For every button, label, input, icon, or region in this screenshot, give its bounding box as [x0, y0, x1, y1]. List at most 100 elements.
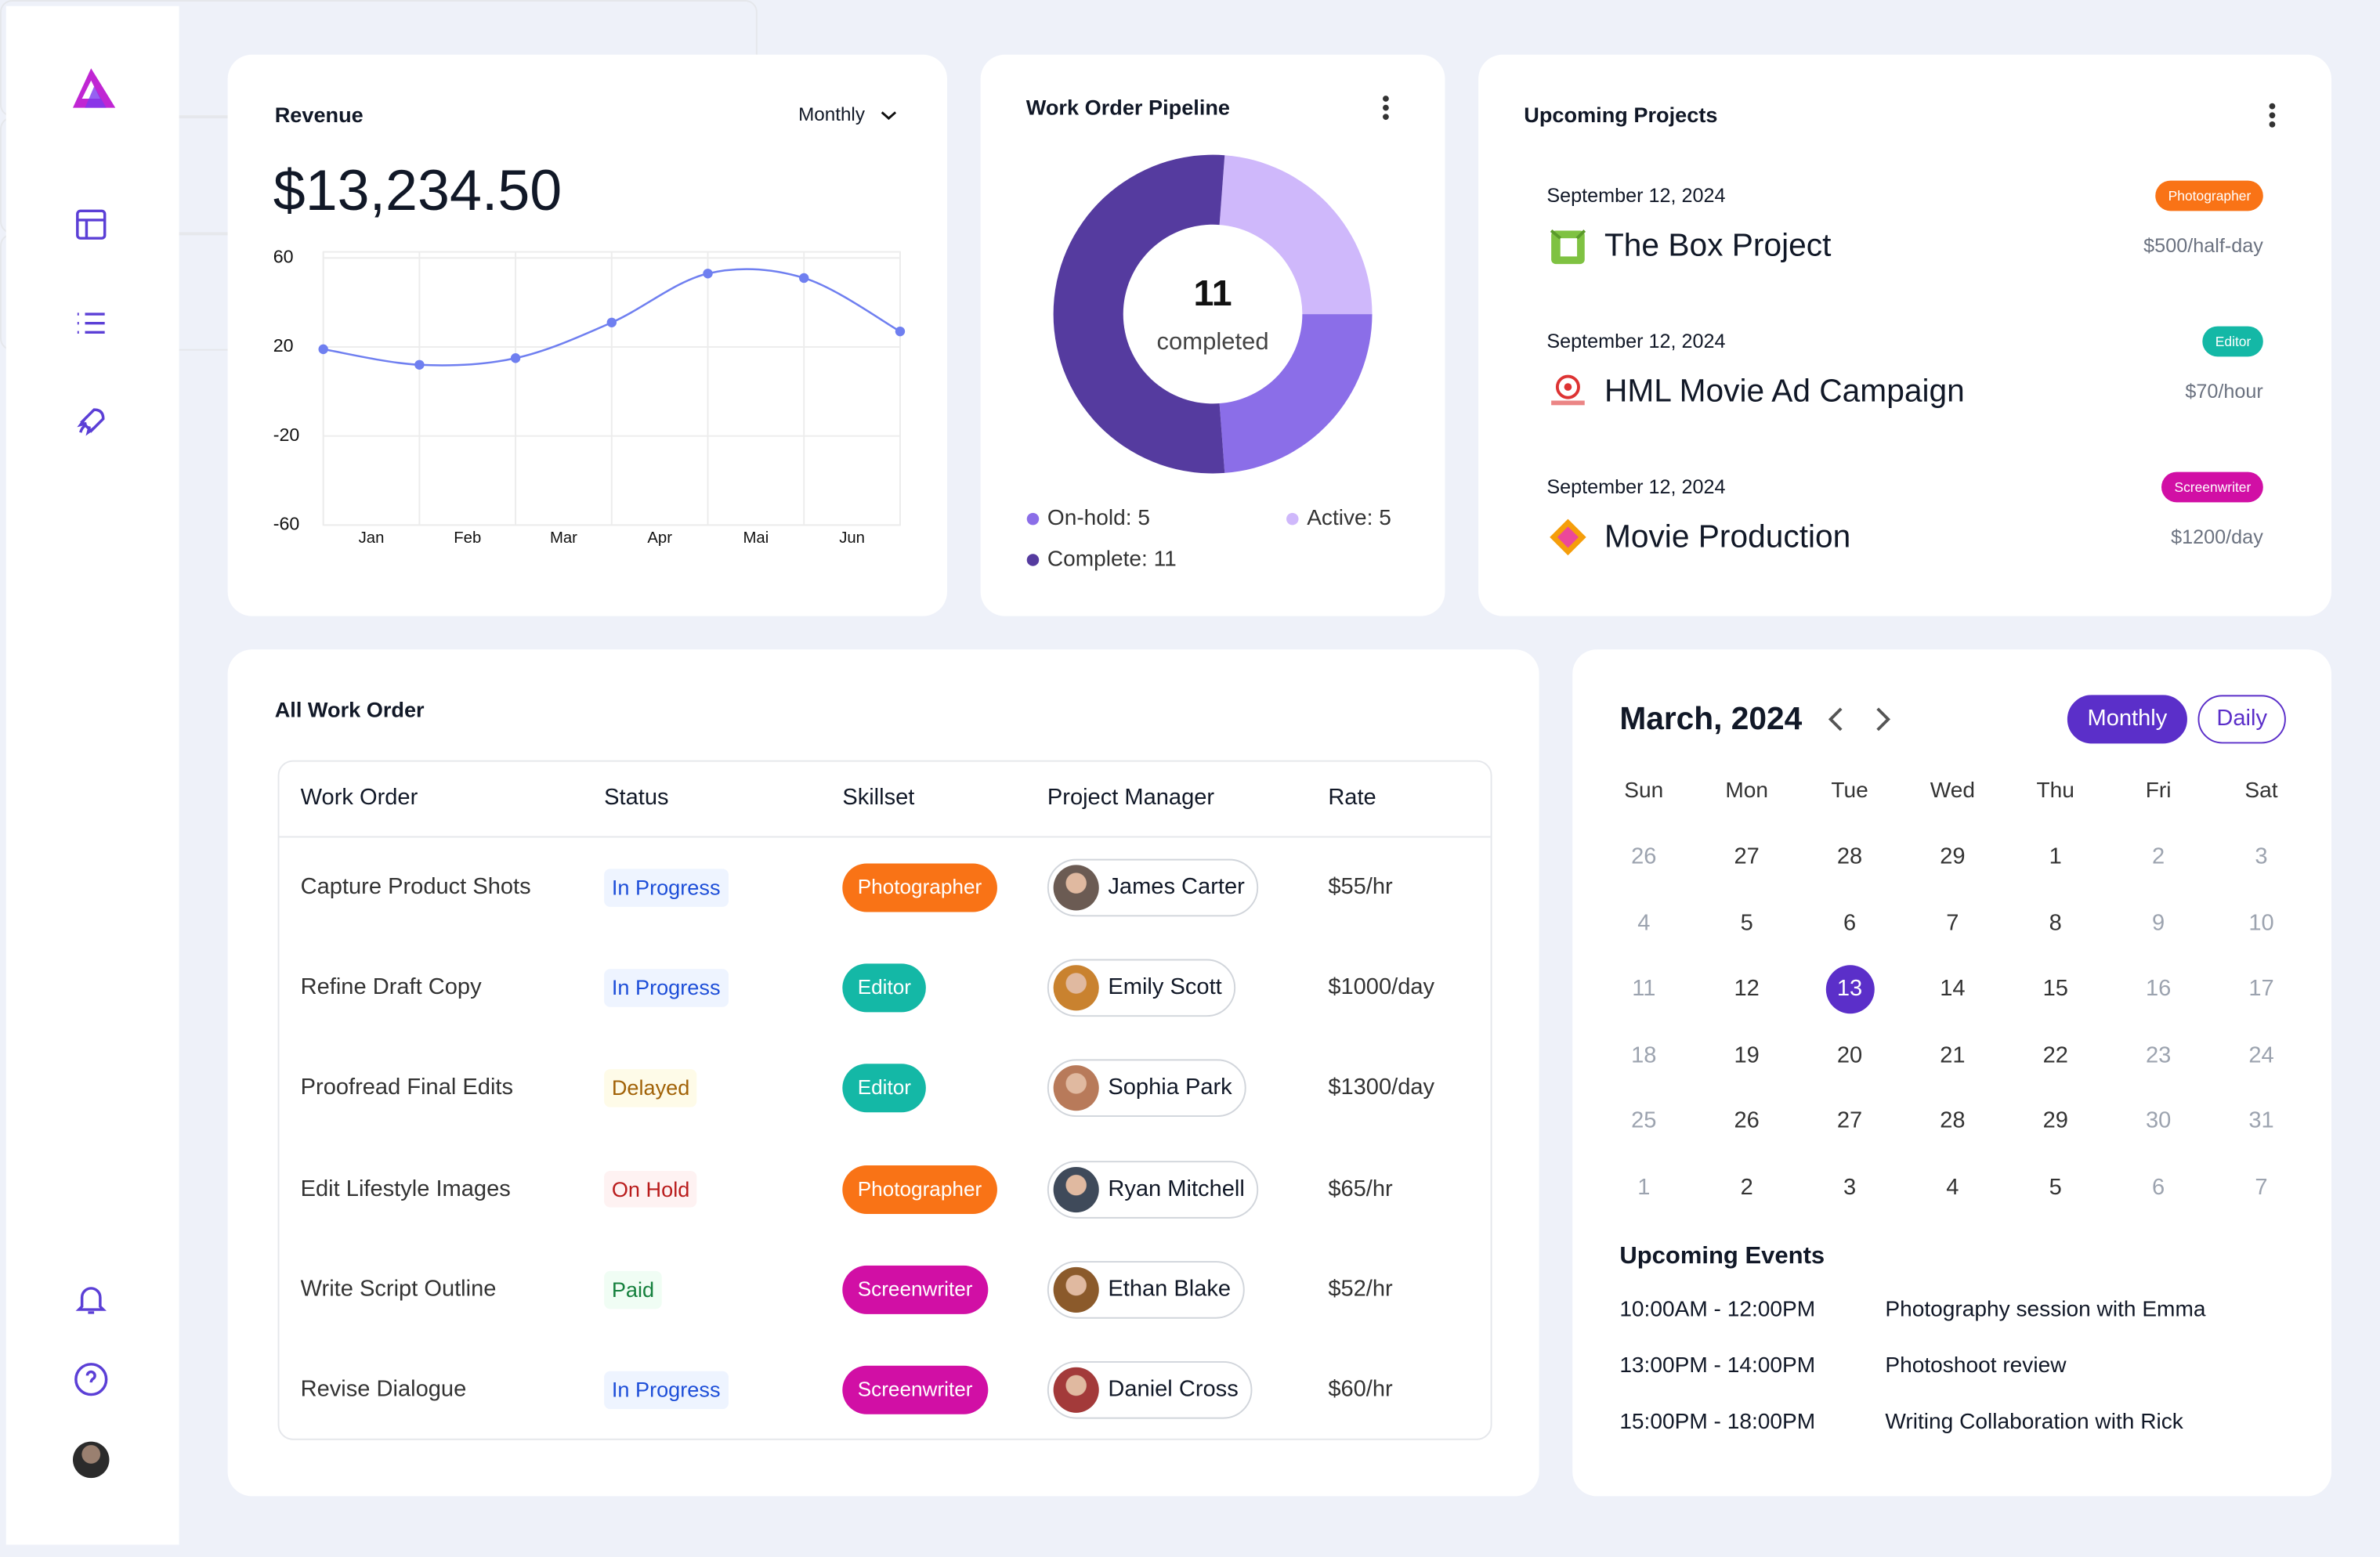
data-point	[414, 359, 425, 370]
calendar-day[interactable]: 8	[2049, 909, 2062, 936]
work-order-name: Write Script Outline	[300, 1276, 497, 1302]
calendar-day[interactable]: 27	[1734, 844, 1760, 870]
nav-list[interactable]	[73, 305, 110, 341]
weekday: Thu	[2036, 778, 2074, 804]
nav-projects[interactable]	[73, 403, 110, 440]
revenue-total: $13,234.50	[273, 159, 562, 224]
calendar-day[interactable]: 24	[2248, 1042, 2274, 1068]
calendar-day[interactable]: 31	[2248, 1108, 2274, 1135]
calendar-day[interactable]: 4	[1637, 909, 1651, 936]
calendar-day[interactable]: 1	[1637, 1174, 1651, 1201]
events-title: Upcoming Events	[1619, 1243, 1825, 1270]
data-point	[703, 269, 713, 279]
manager-avatar	[1053, 965, 1099, 1011]
status-badge: On Hold	[604, 1170, 698, 1208]
calendar-day[interactable]: 3	[2255, 844, 2268, 870]
period-chevron[interactable]	[881, 108, 897, 123]
calendar-day[interactable]: 4	[1946, 1174, 1959, 1201]
calendar-day[interactable]: 28	[1940, 1108, 1966, 1135]
calendar-day[interactable]: 5	[1740, 909, 1753, 936]
data-point	[606, 317, 617, 327]
skill-badge: Photographer	[842, 863, 997, 912]
y-tick-label: 60	[273, 247, 294, 267]
projects-menu[interactable]	[2266, 102, 2279, 129]
calendar-day[interactable]: 27	[1836, 1108, 1863, 1135]
manager-avatar	[1053, 1367, 1099, 1413]
calendar-day[interactable]: 6	[2152, 1174, 2165, 1201]
calendar-day[interactable]: 2	[2152, 844, 2165, 870]
nav-dashboard[interactable]	[73, 207, 110, 244]
calendar-day[interactable]: 25	[1631, 1108, 1657, 1135]
calendar-day[interactable]: 3	[1843, 1174, 1857, 1201]
calendar-day[interactable]: 10	[2248, 909, 2274, 936]
calendar-day[interactable]: 1	[2049, 844, 2062, 870]
calendar-day[interactable]: 5	[2049, 1174, 2062, 1201]
calendar-day[interactable]: 22	[2042, 1042, 2068, 1068]
period-select[interactable]: Monthly	[798, 103, 865, 125]
data-point	[318, 344, 328, 355]
calendar-day[interactable]: 15	[2042, 976, 2068, 1002]
nav-notifications[interactable]	[73, 1281, 110, 1317]
calendar-day[interactable]: 30	[2145, 1108, 2172, 1135]
work-order-name: Edit Lifestyle Images	[300, 1175, 511, 1201]
x-tick-label: Jan	[359, 529, 385, 547]
manager-pill: Ryan Mitchell	[1047, 1160, 1259, 1219]
legend-label: Complete: 11	[1047, 546, 1177, 570]
status-badge: In Progress	[604, 1371, 729, 1409]
work-order-name: Capture Product Shots	[300, 874, 531, 900]
nav-help[interactable]	[73, 1361, 110, 1398]
manager-pill: Daniel Cross	[1047, 1360, 1253, 1419]
calendar-day[interactable]: 19	[1734, 1042, 1760, 1068]
calendar-day[interactable]: 28	[1836, 844, 1863, 870]
column-header: Status	[604, 784, 669, 811]
view-toggle[interactable]: Monthly	[2067, 695, 2187, 744]
pipeline-menu[interactable]	[1380, 94, 1392, 121]
y-tick-label: -60	[273, 514, 300, 534]
calendar-day[interactable]: 16	[2145, 976, 2172, 1002]
manager-avatar	[1053, 1166, 1099, 1212]
calendar-day[interactable]: 26	[1631, 844, 1657, 870]
legend-dot	[1026, 512, 1040, 526]
manager-pill: James Carter	[1047, 858, 1259, 917]
x-tick-label: Mai	[743, 529, 769, 547]
rate: $1300/day	[1328, 1075, 1435, 1101]
calendar-day[interactable]: 29	[2042, 1108, 2068, 1135]
user-avatar[interactable]	[73, 1441, 110, 1479]
calendar-day[interactable]: 18	[1631, 1042, 1657, 1068]
calendar-day[interactable]: 7	[1946, 909, 1959, 936]
data-point	[510, 353, 521, 363]
next-month[interactable]	[1872, 706, 1893, 733]
calendar-card	[1572, 649, 2331, 1497]
calendar-title: March, 2024	[1619, 701, 1803, 737]
calendar-day[interactable]: 29	[1940, 844, 1966, 870]
prev-month[interactable]	[1826, 706, 1847, 733]
project-date: September 12, 2024	[1546, 329, 1726, 352]
calendar-day[interactable]: 9	[2152, 909, 2165, 936]
center-label: completed	[1157, 327, 1269, 355]
calendar-day[interactable]: 6	[1843, 909, 1857, 936]
calendar-day[interactable]: 21	[1940, 1042, 1966, 1068]
calendar-day[interactable]: 14	[1940, 976, 1966, 1002]
logo	[73, 68, 116, 108]
work-order-name: Proofread Final Edits	[300, 1075, 514, 1101]
calendar-day[interactable]: 13	[1825, 965, 1875, 1014]
calendar-day[interactable]: 7	[2255, 1174, 2268, 1201]
data-point	[895, 326, 906, 337]
calendar-day[interactable]: 2	[1740, 1174, 1753, 1201]
card-title: All Work Order	[274, 697, 425, 722]
project-date: September 12, 2024	[1546, 475, 1726, 498]
event-title: Writing Collaboration with Rick	[1885, 1410, 2183, 1435]
calendar-day[interactable]: 23	[2145, 1042, 2172, 1068]
manager-pill: Sophia Park	[1047, 1060, 1246, 1118]
manager-name: Ryan Mitchell	[1108, 1175, 1245, 1201]
calendar-day[interactable]: 26	[1734, 1108, 1760, 1135]
calendar-day[interactable]: 17	[2248, 976, 2274, 1002]
project-rate: $1200/day	[2171, 525, 2263, 548]
calendar-day[interactable]: 12	[1734, 976, 1760, 1002]
card-title: Revenue	[274, 102, 364, 127]
view-toggle[interactable]: Daily	[2197, 695, 2286, 744]
revenue-card	[227, 54, 947, 616]
calendar-day[interactable]: 20	[1836, 1042, 1863, 1068]
calendar-day[interactable]: 11	[1632, 976, 1656, 1002]
